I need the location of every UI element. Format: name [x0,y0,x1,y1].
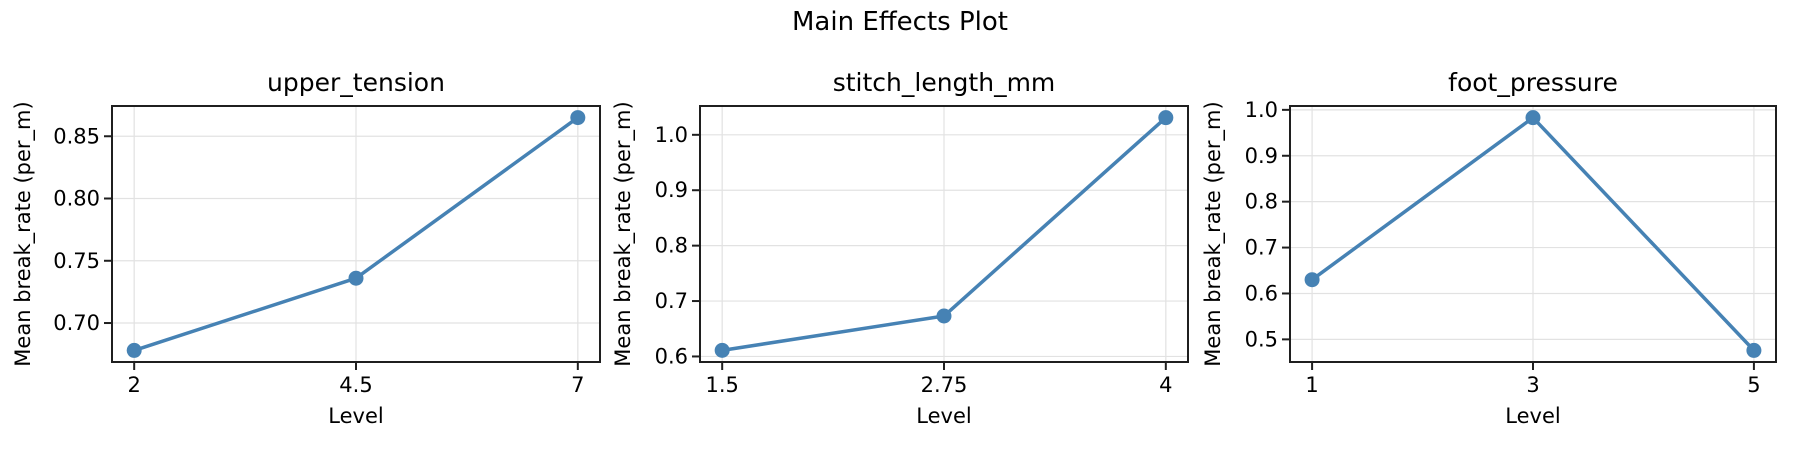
x-tick-label: 4 [1159,373,1172,397]
y-tick-label: 0.9 [1245,144,1278,168]
y-tick-label: 0.7 [1245,236,1278,260]
data-point [126,342,142,358]
y-axis-label: Mean break_rate (per_m) [1201,101,1226,366]
x-tick-label: 3 [1526,373,1539,397]
x-tick-label: 1.5 [705,373,738,397]
y-tick-label: 0.6 [655,344,688,368]
y-tick-label: 1.0 [1245,98,1278,122]
data-point [348,270,364,286]
subplot-stitch_length_mm: 1.5 2.75 4 0.6 0.7 0.8 0.9 1.0 stitch_length_mm L… [611,68,1189,428]
data-point [1304,272,1320,288]
y-tick-label: 0.9 [655,178,688,202]
x-tick-label: 2.75 [921,373,968,397]
subplot-foot_pressure: 1 3 5 0.5 0.6 0.7 0.8 0.9 1.0 foot_pressure Level M… [1201,68,1777,428]
data-point [570,110,586,126]
subplot-title: foot_pressure [1448,68,1618,97]
y-tick-label: 1.0 [655,123,688,147]
subplot-title: upper_tension [267,68,445,97]
y-tick-label: 0.75 [53,249,100,273]
y-tick-label: 0.7 [655,289,688,313]
x-tick-label: 7 [571,373,584,397]
data-point [1525,110,1541,126]
figure-title: Main Effects Plot [792,7,1008,37]
y-tick-label: 0.85 [53,124,100,148]
subplot-upper_tension: 2 4.5 7 0.70 0.75 0.80 0.85 upper_tension Level M… [11,68,601,428]
data-point [1746,342,1762,358]
x-axis-label: Level [1505,404,1560,428]
y-tick-label: 0.5 [1245,327,1278,351]
y-tick-label: 0.8 [1245,190,1278,214]
y-tick-label: 0.8 [655,234,688,258]
x-axis-label: Level [916,404,971,428]
x-tick-label: 1 [1305,373,1318,397]
x-tick-label: 4.5 [339,373,372,397]
x-axis-label: Level [328,404,383,428]
y-axis-label: Mean break_rate (per_m) [611,101,636,366]
y-tick-label: 0.6 [1245,281,1278,305]
data-point [1158,110,1174,126]
y-tick-label: 0.80 [53,187,100,211]
subplot-title: stitch_length_mm [833,68,1056,97]
x-tick-label: 5 [1747,373,1760,397]
x-tick-label: 2 [127,373,140,397]
data-point [714,342,730,358]
data-point [936,308,952,324]
y-axis-label: Mean break_rate (per_m) [11,101,36,366]
y-tick-label: 0.70 [53,311,100,335]
